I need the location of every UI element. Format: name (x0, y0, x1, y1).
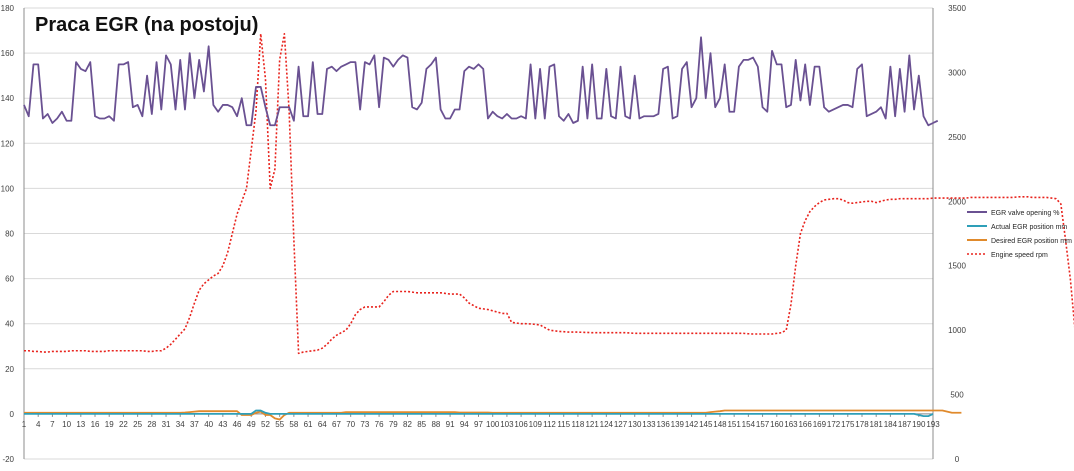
x-tick-label: 67 (332, 420, 341, 429)
y-left-tick-label: 0 (10, 410, 15, 419)
x-tick-label: 1 (22, 420, 27, 429)
x-tick-label: 166 (798, 420, 812, 429)
x-tick-label: 154 (742, 420, 756, 429)
y-left-tick-label: 140 (1, 94, 15, 103)
x-tick-label: 100 (486, 420, 500, 429)
x-tick-label: 148 (713, 420, 727, 429)
x-tick-label: 43 (218, 420, 227, 429)
x-tick-label: 178 (855, 420, 869, 429)
y-right-tick-label: 2500 (948, 133, 966, 142)
x-tick-label: 25 (133, 420, 142, 429)
y-right-tick-label: 500 (950, 391, 964, 400)
legend-label: Desired EGR position mm (991, 238, 1072, 245)
x-tick-label: 70 (346, 420, 355, 429)
x-tick-label: 181 (870, 420, 884, 429)
x-tick-label: 88 (431, 420, 440, 429)
y-right-tick-label: 2000 (948, 197, 966, 206)
y-right-tick-label: 1000 (948, 326, 966, 335)
series-lines (23, 32, 1074, 421)
x-tick-label: 193 (926, 420, 940, 429)
x-tick-label: 184 (884, 420, 898, 429)
x-tick-label: 172 (827, 420, 841, 429)
y-right-tick-label: 3500 (948, 4, 966, 13)
x-tick-label: 169 (813, 420, 827, 429)
x-tick-label: 106 (514, 420, 528, 429)
x-tick-label: 40 (204, 420, 213, 429)
x-tick-label: 13 (76, 420, 85, 429)
y-left-tick-label: 120 (1, 139, 15, 148)
x-tick-label: 16 (91, 420, 100, 429)
x-tick-label: 175 (841, 420, 855, 429)
x-tick-label: 28 (147, 420, 156, 429)
legend-label: Actual EGR position mm (991, 224, 1067, 231)
x-tick-label: 163 (784, 420, 798, 429)
x-tick-label: 85 (417, 420, 426, 429)
x-tick-label: 46 (233, 420, 242, 429)
x-tick-label: 115 (557, 420, 570, 429)
x-tick-label: 97 (474, 420, 483, 429)
y-right-tick-label: 0 (955, 455, 960, 464)
x-tick-label: 76 (375, 420, 384, 429)
x-tick-label: 4 (36, 420, 41, 429)
x-tick-label: 121 (585, 420, 599, 429)
y-left-tick-label: 60 (5, 275, 14, 284)
y-right-tick-label: 3000 (948, 68, 966, 77)
x-tick-label: 64 (318, 420, 327, 429)
x-tick-label: 157 (756, 420, 770, 429)
series-line-desired-egr-position-mm (24, 409, 962, 421)
x-tick-label: 109 (529, 420, 543, 429)
x-tick-label: 112 (543, 420, 556, 429)
legend-label: Engine speed rpm (991, 252, 1048, 259)
x-tick-label: 118 (572, 420, 585, 429)
x-tick-label: 145 (699, 420, 713, 429)
x-tick-label: 55 (275, 420, 284, 429)
y-left-tick-label: 100 (1, 184, 15, 193)
x-tick-label: 130 (628, 420, 642, 429)
y-left-tick-label: 40 (5, 320, 14, 329)
series-line-egr-valve-opening-pct (23, 36, 939, 127)
x-tick-label: 160 (770, 420, 784, 429)
y-left-tick-label: 180 (1, 4, 15, 13)
x-tick-label: 127 (614, 420, 628, 429)
x-tick-label: 91 (446, 420, 455, 429)
x-tick-label: 142 (685, 420, 699, 429)
x-tick-label: 61 (304, 420, 313, 429)
x-tick-label: 10 (62, 420, 71, 429)
x-tick-label: 139 (671, 420, 685, 429)
x-tick-label: 7 (50, 420, 55, 429)
x-tick-label: 133 (642, 420, 656, 429)
y-left-tick-label: 20 (5, 365, 14, 374)
x-tick-label: 79 (389, 420, 398, 429)
x-tick-label: 190 (912, 420, 926, 429)
series-line-engine-speed-rpm (24, 32, 1074, 355)
x-tick-label: 58 (289, 420, 298, 429)
x-tick-label: 49 (247, 420, 256, 429)
legend: EGR valve opening % Actual EGR position m… (967, 210, 1072, 259)
x-tick-label: 31 (162, 420, 171, 429)
legend-label: EGR valve opening % (991, 210, 1059, 217)
x-tick-label: 22 (119, 420, 128, 429)
series-line-actual-egr-position-mm (24, 409, 934, 418)
x-tick-label: 82 (403, 420, 412, 429)
x-tick-label: 124 (600, 420, 614, 429)
y-right-tick-label: 1500 (948, 262, 966, 271)
x-tick-label: 37 (190, 420, 199, 429)
y-left-tick-label: -20 (2, 455, 14, 464)
x-tick-label: 52 (261, 420, 270, 429)
x-tick-label: 94 (460, 420, 469, 429)
x-tick-label: 103 (500, 420, 514, 429)
x-tick-label: 73 (360, 420, 369, 429)
y-left-tick-label: 80 (5, 230, 14, 239)
chart-title: Praca EGR (na postoju) (35, 14, 259, 36)
x-tick-label: 19 (105, 420, 114, 429)
x-tick-label: 34 (176, 420, 185, 429)
x-tick-label: 136 (656, 420, 670, 429)
y-left-tick-label: 160 (1, 49, 15, 58)
x-tick-label: 151 (727, 420, 741, 429)
x-tick-label: 187 (898, 420, 912, 429)
